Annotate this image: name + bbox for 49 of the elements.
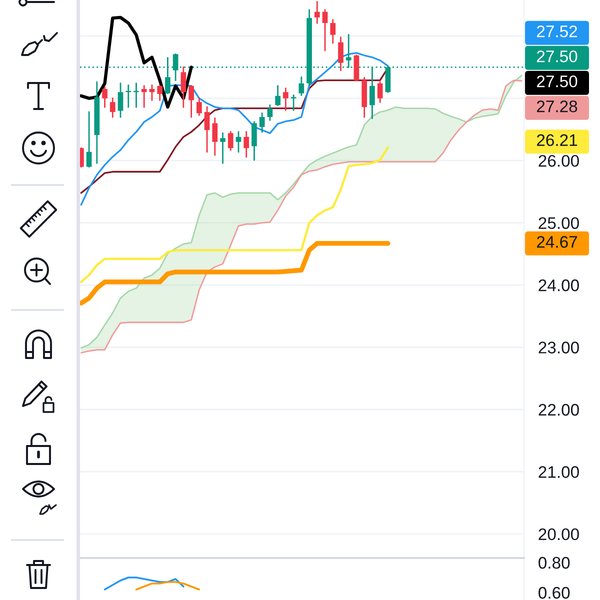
y-tick-label: 24.00 (538, 279, 579, 292)
candlestick (110, 98, 116, 118)
candlestick (212, 118, 218, 156)
data-label: 27.28 (536, 100, 578, 112)
candlestick (86, 111, 92, 168)
candlestick (180, 66, 186, 108)
y-tick-label: 0.80 (538, 556, 570, 569)
candlestick (290, 94, 296, 111)
candlestick (102, 86, 108, 108)
candlestick (267, 104, 273, 121)
text: 27.50 (536, 75, 578, 88)
y-tick-label: 26.00 (538, 154, 579, 167)
y-tick-label: 20.00 (538, 528, 579, 540)
candlestick (149, 84, 155, 101)
candlestick (370, 66, 375, 119)
candlestick (236, 131, 242, 153)
candlestick (322, 9, 328, 52)
candlestick (157, 85, 163, 101)
candlestick (314, 1, 320, 24)
candlestick (275, 85, 280, 106)
candlestick (220, 132, 226, 164)
line-series (104, 576, 184, 590)
y-tick-label: 22.00 (538, 404, 579, 416)
candlestick (118, 82, 124, 118)
candlestick (188, 85, 194, 118)
text: 27.52 (536, 25, 578, 38)
y-tick-label: 21.00 (538, 466, 579, 478)
candlestick (259, 112, 265, 133)
candlestick (252, 121, 257, 161)
candlestick (338, 36, 344, 72)
candlestick (283, 88, 288, 111)
candlestick (196, 98, 202, 116)
y-tick-label: 23.00 (538, 342, 579, 354)
candlestick (377, 81, 383, 103)
candlestick (204, 106, 210, 153)
ref-line-label: 27.50 (536, 50, 578, 62)
line-series (80, 146, 390, 284)
candlestick (330, 19, 336, 44)
y-tick-label: 25.00 (538, 217, 579, 230)
text: 24.67 (536, 236, 578, 248)
y-tick-label: 0.60 (538, 586, 570, 599)
line-series (80, 16, 193, 109)
text: 26.21 (536, 134, 578, 146)
candlestick (298, 76, 304, 96)
line-series (135, 581, 200, 590)
candlestick (228, 131, 234, 151)
line-series (80, 240, 390, 306)
candlestick (141, 85, 147, 108)
candlestick (244, 131, 250, 158)
